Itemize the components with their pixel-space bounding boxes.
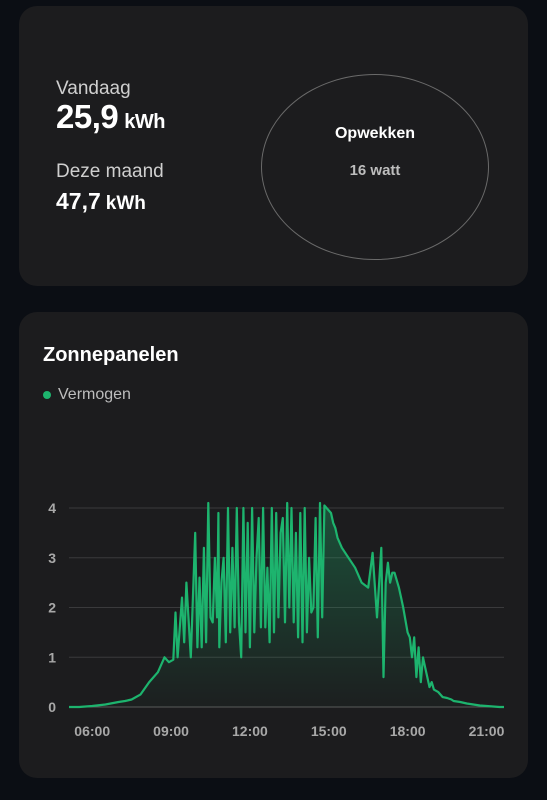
today-unit: kWh: [124, 111, 165, 133]
x-tick-label: 09:00: [153, 723, 189, 739]
month-unit: kWh: [105, 193, 146, 214]
x-tick-label: 06:00: [74, 723, 110, 739]
x-tick-label: 21:00: [469, 723, 505, 739]
month-number: 47,7: [56, 188, 101, 214]
today-value: 25,9 kWh: [56, 98, 165, 136]
y-tick-label: 4: [48, 500, 56, 516]
x-tick-label: 18:00: [390, 723, 426, 739]
today-label: Vandaag: [56, 78, 131, 99]
gauge-title: Opwekken: [334, 125, 416, 142]
legend-label: Vermogen: [58, 386, 131, 403]
x-tick-label: 15:00: [311, 723, 347, 739]
y-tick-label: 1: [48, 649, 56, 665]
production-gauge[interactable]: Opwekken 16 watt: [261, 74, 489, 260]
energy-card: Vandaag 25,9 kWh Deze maand 47,7 kWh Opwek…: [19, 6, 528, 286]
solar-chart-card: 0 1 2 3 4 06:00 09:00 12:00 15:00 18:00 21:00 Zonn…: [19, 312, 528, 778]
month-label: Deze maand: [56, 161, 164, 182]
legend-dot-icon: [43, 391, 51, 399]
x-tick-label: 12:00: [232, 723, 268, 739]
chart-title: Zonnepanelen: [43, 344, 179, 366]
y-tick-label: 2: [48, 600, 56, 616]
chart-svg: 0 1 2 3 4 06:00 09:00 12:00 15:00 18:00 21:00: [48, 500, 505, 739]
month-value: 47,7 kWh: [56, 188, 146, 215]
today-number: 25,9: [56, 98, 119, 135]
y-tick-label: 0: [48, 699, 56, 715]
gauge-value: 16 watt: [349, 162, 401, 179]
series-line-vermogen[interactable]: [69, 501, 504, 709]
chart-legend[interactable]: Vermogen: [43, 386, 131, 404]
y-tick-label: 3: [48, 550, 56, 566]
